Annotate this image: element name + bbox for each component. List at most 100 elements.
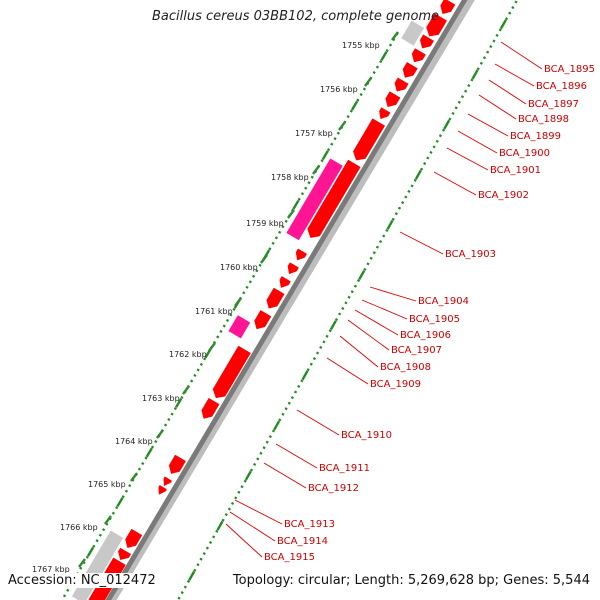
gc-dot: [379, 59, 383, 64]
gene-label: BCA_1896: [536, 81, 587, 92]
gene-feature: [286, 158, 343, 241]
gc-dot: [205, 546, 209, 550]
gene-feature: [411, 48, 426, 63]
accession-text: Accession: NC_012472: [8, 573, 156, 588]
gc-dot: [284, 219, 288, 223]
gc-dot: [297, 197, 301, 201]
gc-dot: [271, 241, 275, 245]
gene-feature: [201, 397, 220, 419]
gc-dot: [193, 568, 197, 572]
gene-feature: [266, 287, 285, 309]
kbp-tick: [182, 385, 190, 395]
gc-dot: [196, 368, 200, 372]
backbone: [105, 0, 468, 600]
gc-dot: [216, 520, 224, 531]
gene-feature: [287, 262, 299, 275]
gc-dot: [196, 563, 200, 567]
gc-dot: [105, 522, 109, 526]
gc-dot: [145, 447, 153, 458]
gc-dot: [457, 100, 461, 104]
gc-dot: [98, 533, 102, 537]
gc-dot: [284, 407, 288, 411]
kbp-tick: [312, 165, 320, 175]
gc-dot: [407, 189, 411, 193]
gc-dot: [312, 357, 317, 361]
gene-label: BCA_1909: [370, 379, 421, 390]
gene-label: BCA_1910: [341, 430, 392, 441]
gc-dot: [322, 340, 326, 344]
gc-dot: [438, 134, 443, 138]
kbp-tick-label: 1760 kbp: [220, 263, 258, 272]
gene-label: BCA_1903: [445, 249, 496, 260]
gc-dot: [435, 139, 439, 143]
gc-dot: [222, 324, 226, 328]
gc-dot: [363, 267, 367, 271]
gc-dot: [154, 440, 158, 444]
gc-dot: [394, 212, 398, 216]
gene-label: BCA_1901: [490, 165, 541, 176]
gc-dot: [451, 111, 455, 115]
gene-feature: [125, 528, 143, 548]
gene-leader-line: [347, 319, 390, 351]
gc-dot: [325, 334, 329, 338]
gc-dot: [334, 318, 339, 322]
gc-dot: [268, 247, 272, 251]
gene-label: BCA_1905: [409, 314, 460, 325]
gc-dot: [476, 67, 480, 71]
gene-label: BCA_1913: [284, 519, 335, 530]
gc-dot: [467, 84, 471, 88]
gc-dot: [221, 518, 225, 522]
gc-dot: [177, 596, 181, 600]
gene-feature: [385, 91, 401, 108]
gc-dot: [268, 435, 272, 439]
gene-label: BCA_1898: [518, 114, 569, 125]
gc-dot: [124, 489, 129, 493]
gene-feature: [163, 476, 173, 487]
gc-skew-inner-track: [177, 0, 518, 600]
gc-dot: [230, 501, 235, 505]
gene-leader-line: [488, 79, 527, 105]
gene-feature: [394, 77, 409, 92]
gc-dot: [111, 511, 115, 515]
gc-dot: [224, 513, 228, 517]
genome-title: Bacillus cereus 03BB102, complete genome: [152, 9, 440, 24]
gc-dot: [511, 6, 515, 10]
gc-dot: [362, 87, 366, 91]
gene-leader-line: [433, 171, 477, 196]
gc-dot: [391, 217, 395, 221]
gc-dot: [413, 178, 417, 182]
gene-label: BCA_1902: [478, 190, 529, 201]
gene-leader-line: [326, 357, 369, 385]
gene-leader-line: [399, 231, 444, 255]
kbp-tick-label: 1758 kbp: [271, 173, 309, 182]
gene-feature: [401, 20, 425, 46]
gc-dot: [414, 169, 422, 180]
gene-leader-line: [296, 409, 340, 436]
gc-dot: [293, 390, 298, 394]
gc-dot: [245, 285, 249, 289]
gc-dot: [219, 329, 223, 333]
gc-dot: [193, 373, 197, 378]
gc-dot: [508, 11, 512, 15]
kbp-tick-label: 1756 kbp: [320, 85, 358, 94]
gc-dot: [85, 555, 89, 559]
kbp-tick-label: 1766 kbp: [60, 523, 98, 532]
gc-dot: [470, 78, 474, 82]
gene-feature: [440, 0, 456, 15]
gc-dot: [225, 318, 230, 322]
kbp-tick: [78, 558, 86, 568]
gc-dot: [208, 540, 213, 544]
kbp-tick: [104, 515, 112, 525]
gc-dot: [338, 312, 342, 316]
gc-dot: [333, 137, 337, 141]
gc-dot: [128, 484, 132, 488]
gc-dot: [256, 457, 260, 461]
gene-feature: [402, 62, 418, 78]
gc-dot: [426, 156, 430, 160]
gc-dot: [419, 167, 424, 171]
gc-dot: [306, 368, 310, 372]
gc-dot: [300, 192, 305, 196]
gene-leader-line: [229, 511, 276, 542]
gc-dot: [319, 345, 323, 349]
